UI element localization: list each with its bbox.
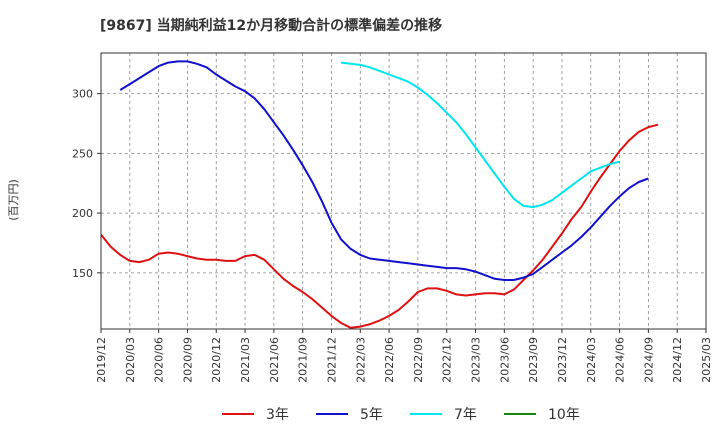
legend-label: 10年 xyxy=(548,407,580,423)
x-tick-label: 2022/03 xyxy=(354,337,367,383)
plot-frame xyxy=(100,52,707,330)
x-tick-label: 2020/09 xyxy=(181,337,194,383)
series-line-3年 xyxy=(100,123,659,329)
legend-label: 5年 xyxy=(360,407,383,423)
x-tick-label: 2020/12 xyxy=(210,337,223,383)
x-tick-label: 2020/06 xyxy=(153,337,166,383)
x-tick-label: 2021/03 xyxy=(239,337,252,383)
x-tick-label: 2023/12 xyxy=(556,337,569,383)
x-tick-label: 2021/09 xyxy=(297,337,310,383)
x-tick-label: 2019/12 xyxy=(95,337,108,383)
y-tick-label: 200 xyxy=(72,207,93,220)
x-tick-label: 2022/09 xyxy=(412,337,425,383)
legend-label: 7年 xyxy=(454,407,477,423)
x-tick-label: 2024/06 xyxy=(614,337,627,383)
x-tick-label: 2023/09 xyxy=(527,337,540,383)
y-tick-label: 150 xyxy=(72,267,93,280)
legend-label: 3年 xyxy=(266,407,289,423)
y-tick-label: 250 xyxy=(72,147,93,160)
y-tick-label: 300 xyxy=(72,88,93,101)
x-tick-label: 2025/03 xyxy=(700,337,713,383)
x-tick-label: 2024/03 xyxy=(585,337,598,383)
x-tick-label: 2021/06 xyxy=(268,337,281,383)
series-line-7年 xyxy=(340,61,620,209)
series-line-5年 xyxy=(119,60,649,281)
x-tick-label: 2022/06 xyxy=(383,337,396,383)
x-tick-label: 2024/09 xyxy=(642,337,655,383)
chart-title: [9867] 当期純利益12か月移動合計の標準偏差の推移 xyxy=(100,17,442,34)
x-tick-label: 2024/12 xyxy=(671,337,684,383)
x-tick-label: 2022/12 xyxy=(441,337,454,383)
x-tick-label: 2021/12 xyxy=(325,337,338,383)
x-tick-label: 2023/06 xyxy=(498,337,511,383)
y-axis-label: (百万円) xyxy=(7,179,20,221)
x-tick-label: 2023/03 xyxy=(470,337,483,383)
x-tick-label: 2020/03 xyxy=(124,337,137,383)
